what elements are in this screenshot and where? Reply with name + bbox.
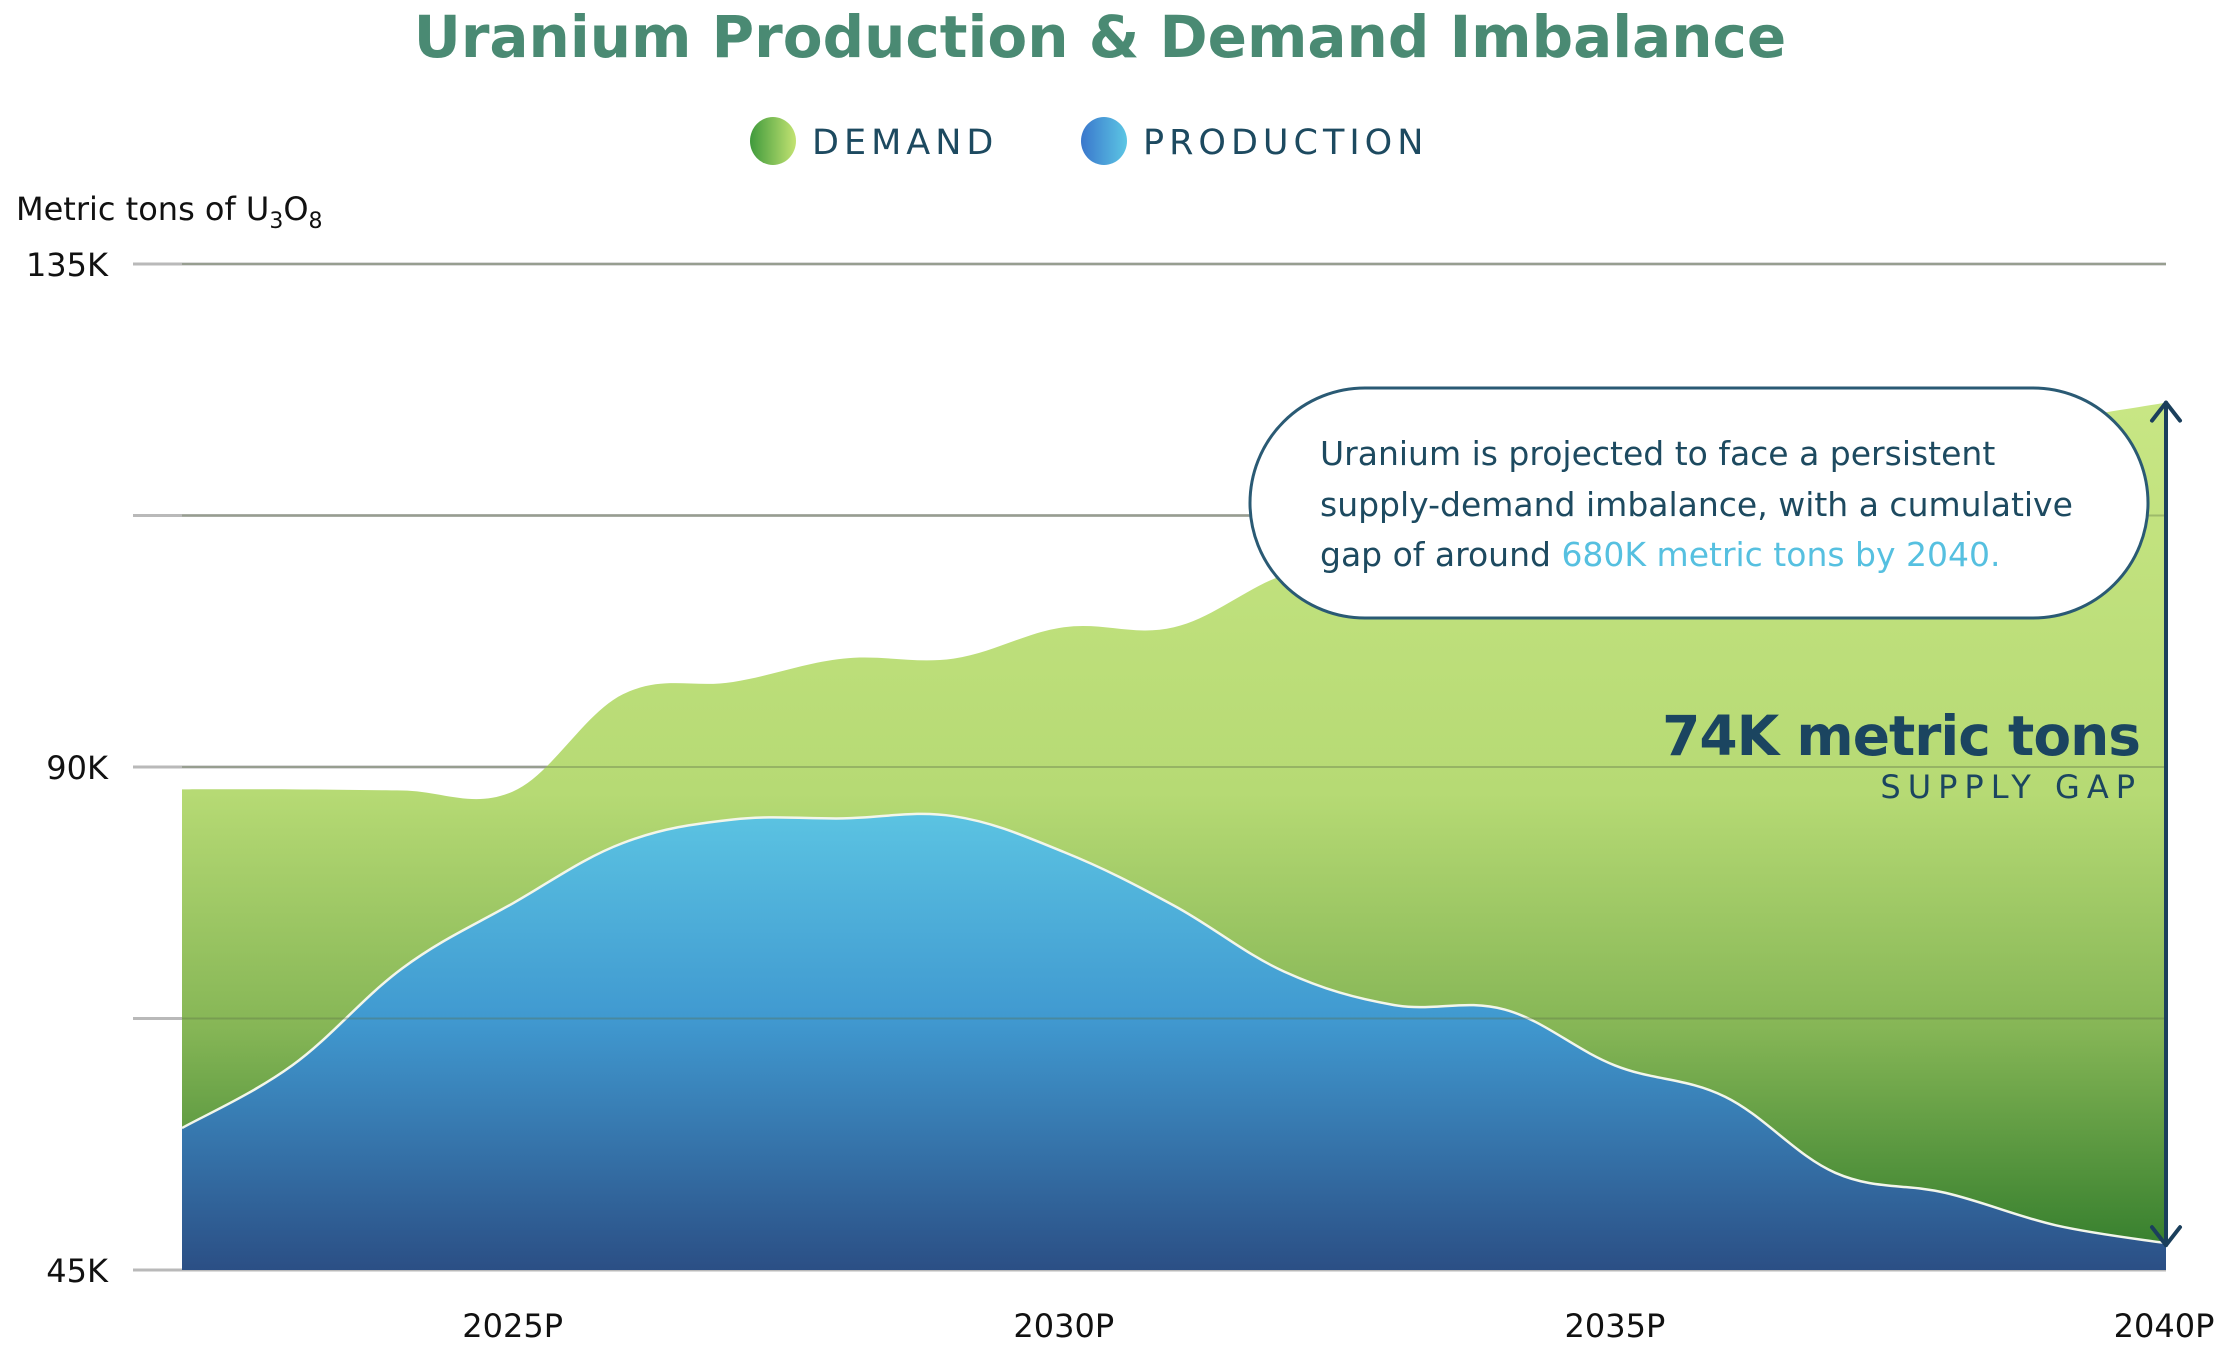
y-tick-label: 135K: [26, 246, 109, 284]
callout-highlight: 680K metric tons by 2040.: [1561, 535, 2000, 574]
y-tick-label: 45K: [46, 1252, 109, 1290]
point-production: [289, 1062, 295, 1068]
supply-gap-annotation: 74K metric tons SUPPLY GAP: [1662, 400, 2182, 1248]
y-axis-title: Metric tons of U3O8: [16, 190, 323, 234]
y-axis-title-sub1: 3: [269, 209, 283, 234]
supply-gap-arrow-head-up: [2150, 400, 2182, 423]
chart-title: Uranium Production & Demand Imbalance: [414, 3, 1787, 71]
point-production: [179, 1125, 185, 1131]
point-demand: [179, 786, 185, 792]
point-production: [1281, 969, 1287, 975]
point-demand: [1061, 624, 1067, 630]
point-production: [1943, 1190, 1949, 1196]
point-production: [840, 815, 846, 821]
point-demand: [1171, 624, 1177, 630]
x-tick-label: 2035P: [1565, 1307, 1666, 1345]
point-demand: [510, 789, 516, 795]
point-demand: [730, 679, 736, 685]
point-production: [1391, 1002, 1397, 1008]
point-demand: [620, 691, 626, 697]
callout-line-3-text: gap of around: [1320, 535, 1561, 574]
point-production: [1171, 903, 1177, 909]
point-production: [620, 840, 626, 846]
edge-production: [181, 812, 2167, 1245]
point-demand: [951, 656, 957, 662]
y-axis-title-sub2: 8: [309, 209, 323, 234]
y-tick-label: 90K: [46, 749, 109, 787]
y-axis-title-main: Metric tons of U: [16, 190, 269, 228]
legend-label-production: PRODUCTION: [1143, 123, 1428, 163]
x-tick-label: 2030P: [1013, 1307, 1114, 1345]
callout-line-3: gap of around 680K metric tons by 2040.: [1320, 535, 2000, 574]
legend-swatch-demand: [750, 117, 796, 165]
y-axis-title-mid: O: [283, 190, 308, 228]
x-tick-label: 2025P: [462, 1307, 563, 1345]
point-demand: [840, 656, 846, 662]
supply-gap-caption: SUPPLY GAP: [1880, 768, 2142, 806]
point-production: [1061, 849, 1067, 855]
point-production: [1722, 1094, 1728, 1100]
legend: DEMAND PRODUCTION: [750, 117, 1428, 165]
supply-gap-value: 74K metric tons: [1662, 704, 2140, 768]
grid-overlay: [182, 263, 2166, 1020]
y-axis-ticks: 135K 90K 45K: [26, 246, 109, 1290]
supply-gap-arrow-head-down: [2150, 1225, 2182, 1248]
callout-line-2-text: supply-demand imbalance, with a cumulati…: [1320, 485, 2073, 524]
point-production: [1832, 1170, 1838, 1176]
point-production: [1612, 1062, 1618, 1068]
callout-line-1-text: Uranium is projected to face a persisten…: [1320, 434, 1995, 473]
point-production: [399, 965, 405, 971]
legend-label-demand: DEMAND: [812, 123, 998, 163]
point-production: [2053, 1222, 2059, 1228]
x-tick-label: 2040P: [2114, 1307, 2215, 1345]
supply-gap-arrow-icon: [2150, 400, 2182, 1248]
point-production: [1502, 1007, 1508, 1013]
point-production: [510, 900, 516, 906]
point-production: [730, 817, 736, 823]
point-demand: [289, 786, 295, 792]
area-production: [182, 813, 2166, 1270]
callout-line-2: supply-demand imbalance, with a cumulati…: [1320, 485, 2073, 524]
x-axis-ticks: 2025P 2030P 2035P 2040P: [462, 1307, 2214, 1345]
callout-bubble: [1248, 386, 2150, 620]
legend-item-production[interactable]: PRODUCTION: [1081, 117, 1428, 165]
point-demand: [399, 787, 405, 793]
callout: Uranium is projected to face a persisten…: [1248, 386, 2150, 620]
legend-item-demand[interactable]: DEMAND: [750, 117, 998, 165]
legend-swatch-production: [1081, 117, 1127, 165]
point-production: [951, 813, 957, 819]
callout-line-1: Uranium is projected to face a persisten…: [1320, 434, 1995, 473]
